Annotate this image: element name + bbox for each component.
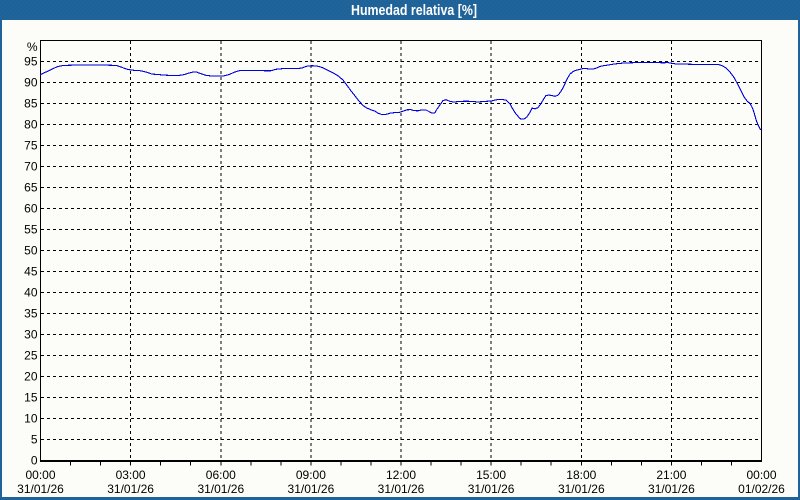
svg-text:80: 80: [24, 118, 38, 132]
svg-text:20: 20: [24, 370, 38, 384]
svg-text:31/01/26: 31/01/26: [197, 482, 244, 496]
svg-text:15: 15: [24, 391, 38, 405]
svg-text:12:00: 12:00: [386, 468, 416, 482]
svg-text:60: 60: [24, 202, 38, 216]
svg-text:21:00: 21:00: [656, 468, 686, 482]
svg-text:09:00: 09:00: [296, 468, 326, 482]
svg-text:50: 50: [24, 244, 38, 258]
svg-text:31/01/26: 31/01/26: [378, 482, 425, 496]
svg-text:85: 85: [24, 97, 38, 111]
svg-text:70: 70: [24, 160, 38, 174]
svg-text:10: 10: [24, 412, 38, 426]
svg-text:0: 0: [31, 454, 38, 468]
svg-text:55: 55: [24, 223, 38, 237]
svg-text:31/01/26: 31/01/26: [17, 482, 64, 496]
svg-text:35: 35: [24, 307, 38, 321]
svg-text:15:00: 15:00: [476, 468, 506, 482]
svg-text:00:00: 00:00: [746, 468, 776, 482]
svg-text:18:00: 18:00: [566, 468, 596, 482]
svg-text:90: 90: [24, 76, 38, 90]
svg-text:01/02/26: 01/02/26: [738, 482, 785, 496]
svg-text:40: 40: [24, 286, 38, 300]
svg-text:31/01/26: 31/01/26: [468, 482, 515, 496]
svg-text:%: %: [27, 40, 38, 54]
svg-text:95: 95: [24, 55, 38, 69]
svg-text:00:00: 00:00: [25, 468, 55, 482]
svg-text:03:00: 03:00: [116, 468, 146, 482]
svg-text:Humedad relativa [%]: Humedad relativa [%]: [351, 3, 477, 19]
svg-text:31/01/26: 31/01/26: [107, 482, 154, 496]
svg-text:75: 75: [24, 139, 38, 153]
svg-text:30: 30: [24, 328, 38, 342]
svg-text:31/01/26: 31/01/26: [648, 482, 695, 496]
svg-text:31/01/26: 31/01/26: [288, 482, 335, 496]
svg-text:31/01/26: 31/01/26: [558, 482, 605, 496]
svg-text:45: 45: [24, 265, 38, 279]
svg-text:25: 25: [24, 349, 38, 363]
svg-text:65: 65: [24, 181, 38, 195]
svg-text:06:00: 06:00: [206, 468, 236, 482]
svg-text:5: 5: [31, 433, 38, 447]
